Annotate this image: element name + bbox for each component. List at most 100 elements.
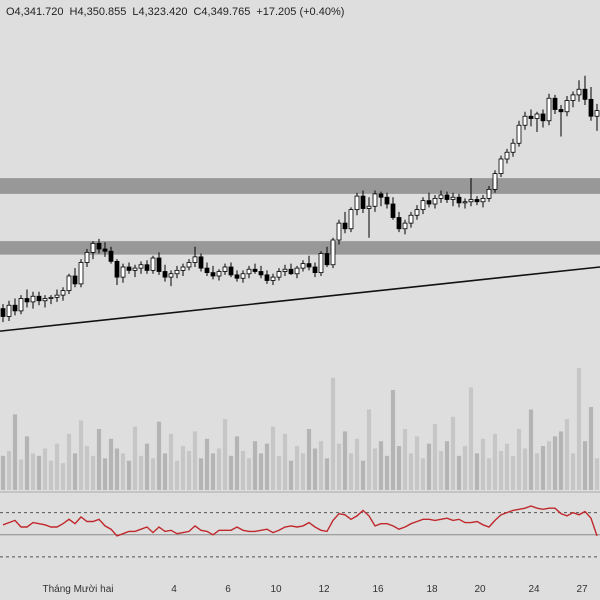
candle <box>378 191 384 207</box>
candle-body <box>456 196 462 204</box>
candle-body <box>120 266 126 278</box>
candle <box>216 269 222 281</box>
candle-body <box>306 263 312 268</box>
volume-bar <box>294 446 300 490</box>
candle-body <box>396 217 402 230</box>
candle <box>492 170 498 193</box>
candle <box>30 291 36 309</box>
candle <box>306 255 312 271</box>
candle <box>228 262 234 278</box>
candle-body <box>330 239 336 266</box>
volume-bar <box>414 436 420 490</box>
candle <box>156 252 162 275</box>
candle-body <box>300 263 306 269</box>
candle <box>474 196 480 206</box>
candle-body <box>570 94 576 101</box>
volume-bar <box>588 407 594 490</box>
rsi-panel-content <box>0 505 600 558</box>
candle <box>294 265 300 279</box>
ohlc-close: C4,349.765 <box>193 6 251 18</box>
volume-bar <box>420 458 426 490</box>
candle <box>462 198 468 209</box>
candle-body <box>252 268 258 272</box>
candle-body <box>156 257 162 272</box>
ohlc-change: +17.205 (+0.40%) <box>256 6 345 18</box>
candle <box>48 295 54 305</box>
candle <box>276 268 282 281</box>
volume-bar <box>120 453 126 490</box>
volume-bar <box>168 433 174 490</box>
candle-body <box>342 222 348 230</box>
volume-bar <box>330 377 336 490</box>
candle <box>504 148 510 164</box>
volume-bar <box>522 448 528 490</box>
volume-bar <box>492 433 498 490</box>
candle-body <box>42 298 48 302</box>
candle <box>456 193 462 208</box>
candle-body <box>24 298 30 303</box>
volume-bar <box>174 460 180 490</box>
candle <box>102 242 108 257</box>
candle-body <box>504 151 510 160</box>
candle-body <box>210 272 216 277</box>
x-tick-label: 10 <box>270 584 282 595</box>
candle <box>570 91 576 108</box>
candle-body <box>90 242 96 253</box>
candle <box>534 111 540 132</box>
candle-body <box>270 276 276 281</box>
volume-bar <box>48 460 54 490</box>
x-tick-label: 6 <box>225 584 231 595</box>
candle <box>300 260 306 272</box>
candle-body <box>72 275 78 285</box>
candle-body <box>234 274 240 279</box>
candle-body <box>420 200 426 211</box>
volume-bar <box>372 448 378 490</box>
volume-bar <box>240 450 246 490</box>
candle-body <box>558 109 564 113</box>
volume-bar <box>198 458 204 490</box>
candle <box>540 109 546 128</box>
volume-bar <box>216 448 222 490</box>
volume-bar <box>12 414 18 490</box>
x-tick-label: Tháng Mười hai <box>42 584 113 595</box>
candle <box>510 138 516 157</box>
candle <box>408 211 414 228</box>
volume-bar <box>102 458 108 490</box>
candle <box>72 268 78 288</box>
candle-body <box>588 98 594 117</box>
volume-bar <box>30 453 36 490</box>
candle <box>402 219 408 235</box>
volume-bar <box>468 387 474 490</box>
candle <box>372 190 378 212</box>
candle-body <box>444 194 450 200</box>
candle <box>60 287 66 301</box>
volume-bar <box>288 460 294 490</box>
candle-body <box>132 267 138 271</box>
candle <box>114 259 120 285</box>
candle-body <box>390 203 396 218</box>
candle-body <box>438 194 444 199</box>
candle <box>444 191 450 203</box>
candle <box>222 263 228 275</box>
candle-body <box>204 267 210 274</box>
x-tick-label: 16 <box>372 584 384 595</box>
candle-body <box>216 271 222 277</box>
volume-bar <box>6 450 12 490</box>
candle <box>558 105 564 137</box>
candle-body <box>522 115 528 126</box>
volume-bar <box>132 426 138 490</box>
volume-bar <box>192 431 198 490</box>
candle-body <box>354 195 360 211</box>
volume-bar <box>336 443 342 490</box>
volume-bar <box>360 460 366 490</box>
candle-body <box>384 196 390 205</box>
ohlc-open: O4,341.720 <box>6 6 64 18</box>
candle-body <box>36 295 42 302</box>
candle <box>252 263 258 274</box>
candle <box>174 265 180 279</box>
candle <box>210 265 216 280</box>
volume-bar <box>138 455 144 490</box>
candle <box>450 192 456 207</box>
trendline <box>0 266 600 332</box>
